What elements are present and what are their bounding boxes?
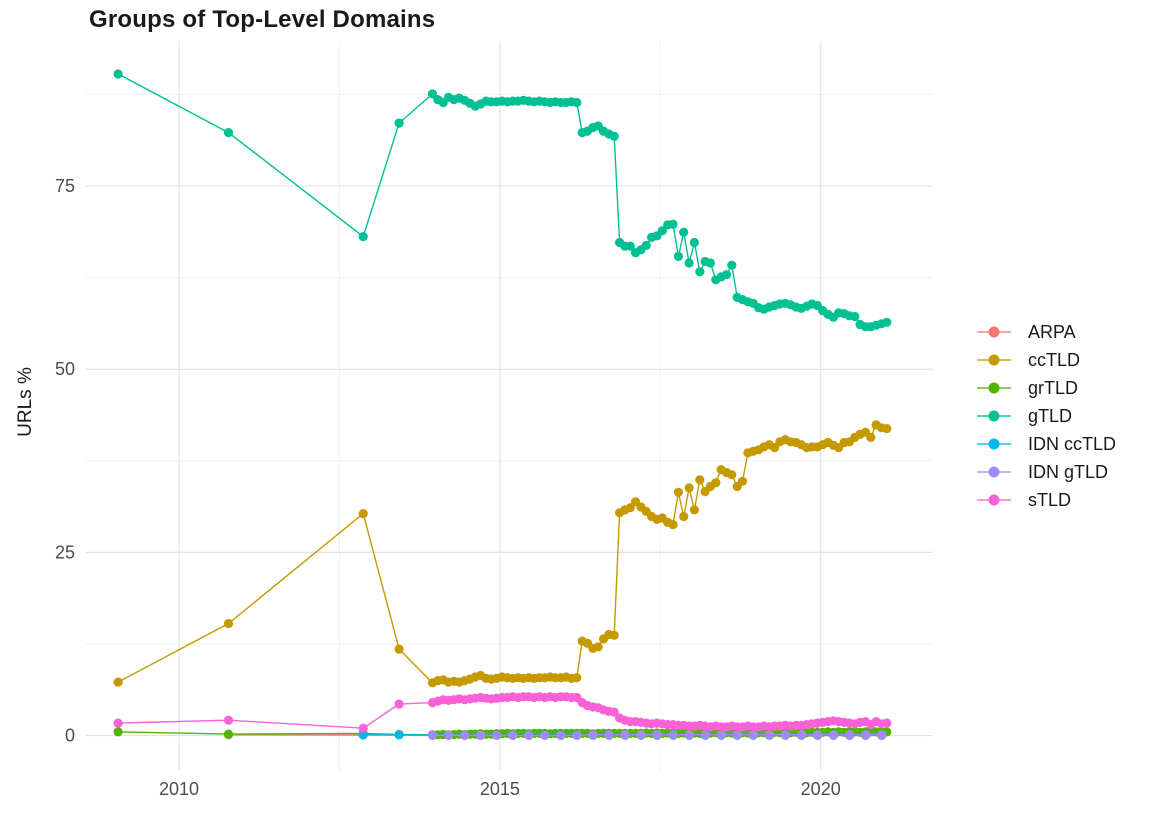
legend-item-idn-cctld: IDN ccTLD	[976, 434, 1116, 454]
legend-item-grtld: grTLD	[976, 378, 1116, 398]
y-tick-label: 25	[55, 542, 75, 562]
series-idn-gtld	[427, 730, 887, 741]
legend-key-icon	[977, 438, 1011, 450]
legend-label: IDN gTLD	[1028, 461, 1109, 482]
legend-label: ccTLD	[1028, 349, 1081, 370]
y-tick-label: 75	[55, 176, 75, 196]
legend-key-icon	[977, 410, 1011, 422]
legend-key-icon	[977, 326, 1011, 338]
series-stld	[113, 692, 892, 733]
series-cctld	[113, 420, 892, 688]
legend-item-stld: sTLD	[976, 490, 1116, 510]
legend-label: grTLD	[1028, 377, 1079, 398]
legend-key-icon	[977, 382, 1011, 394]
legend-key-icon	[977, 466, 1011, 478]
series-gtld	[113, 69, 892, 332]
x-tick-label: 2015	[480, 779, 520, 799]
legend-label: ARPA	[1028, 321, 1076, 342]
y-tick-label: 50	[55, 359, 75, 379]
legend-item-gtld: gTLD	[976, 406, 1116, 426]
y-tick-label: 0	[65, 726, 75, 746]
legend: ARPA ccTLD grTLD gTLD IDN ccTLD IDN gTLD sTLD	[976, 322, 1116, 510]
x-tick-label: 2010	[159, 779, 199, 799]
legend-item-idn-gtld: IDN gTLD	[976, 462, 1116, 482]
chart-title: Groups of Top-Level Domains	[89, 6, 436, 33]
legend-key-icon	[977, 354, 1011, 366]
legend-item-arpa: ARPA	[976, 322, 1116, 342]
legend-key-icon	[977, 494, 1011, 506]
legend-label: IDN ccTLD	[1028, 433, 1117, 454]
legend-label: gTLD	[1028, 405, 1073, 426]
legend-item-cctld: ccTLD	[976, 350, 1116, 370]
x-tick-label: 2020	[801, 779, 841, 799]
legend-label: sTLD	[1028, 489, 1072, 510]
